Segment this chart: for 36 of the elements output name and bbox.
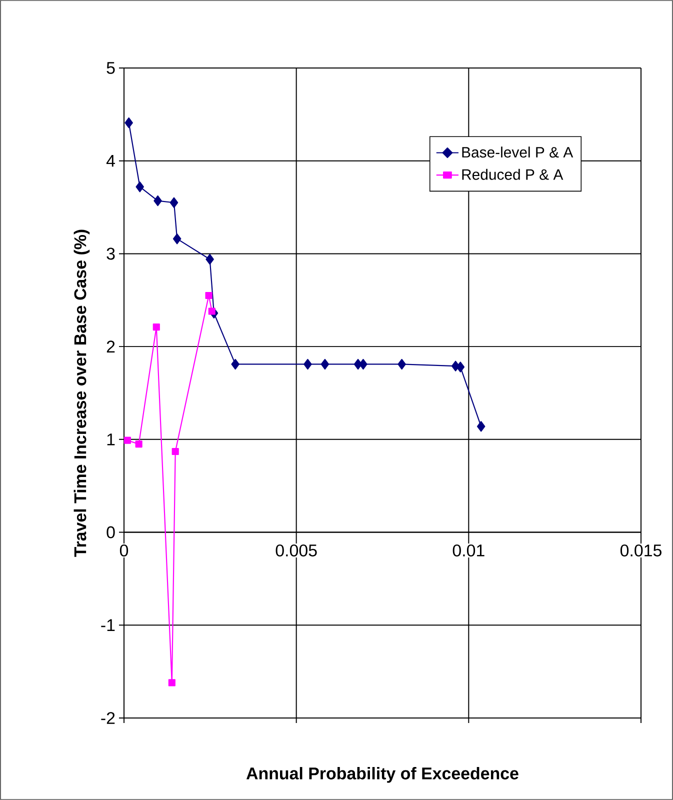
y-tick-label: 1 bbox=[107, 434, 115, 446]
y-axis-title: Travel Time Increase over Base Case (%) bbox=[74, 230, 90, 557]
legend-label: Base-level P & A bbox=[462, 146, 574, 158]
y-tick-label: 3 bbox=[106, 248, 115, 260]
point bbox=[136, 182, 144, 192]
y-tick-label: 4 bbox=[106, 155, 115, 167]
point bbox=[170, 197, 178, 208]
point bbox=[135, 440, 142, 448]
point bbox=[172, 234, 182, 244]
x-tick-label: 0.01 bbox=[452, 544, 484, 556]
point bbox=[168, 679, 176, 686]
point bbox=[152, 324, 160, 331]
point bbox=[124, 117, 133, 128]
y-tick-label: 5 bbox=[106, 62, 115, 74]
point bbox=[205, 292, 212, 300]
legend-label: Reduced P & A bbox=[462, 168, 564, 180]
point bbox=[172, 448, 179, 456]
x-axis-title: Annual Probability of Exceedence bbox=[246, 767, 518, 783]
y-tick-label: 0 bbox=[106, 526, 115, 538]
point bbox=[206, 254, 214, 265]
point bbox=[154, 195, 162, 206]
y-tick-label: 2 bbox=[106, 340, 115, 352]
y-tick-label: -2 bbox=[101, 712, 115, 724]
point bbox=[359, 358, 368, 370]
x-tick-label: 0 bbox=[120, 544, 128, 556]
point bbox=[398, 358, 406, 370]
point bbox=[476, 421, 486, 432]
point bbox=[208, 308, 216, 315]
point bbox=[304, 358, 312, 370]
point bbox=[320, 358, 330, 370]
x-tick-label: 0.015 bbox=[620, 544, 662, 556]
point bbox=[124, 436, 131, 444]
y-tick-label: -1 bbox=[101, 619, 115, 631]
point bbox=[456, 362, 465, 372]
x-tick-label: 0.005 bbox=[276, 544, 317, 556]
point bbox=[231, 358, 240, 370]
